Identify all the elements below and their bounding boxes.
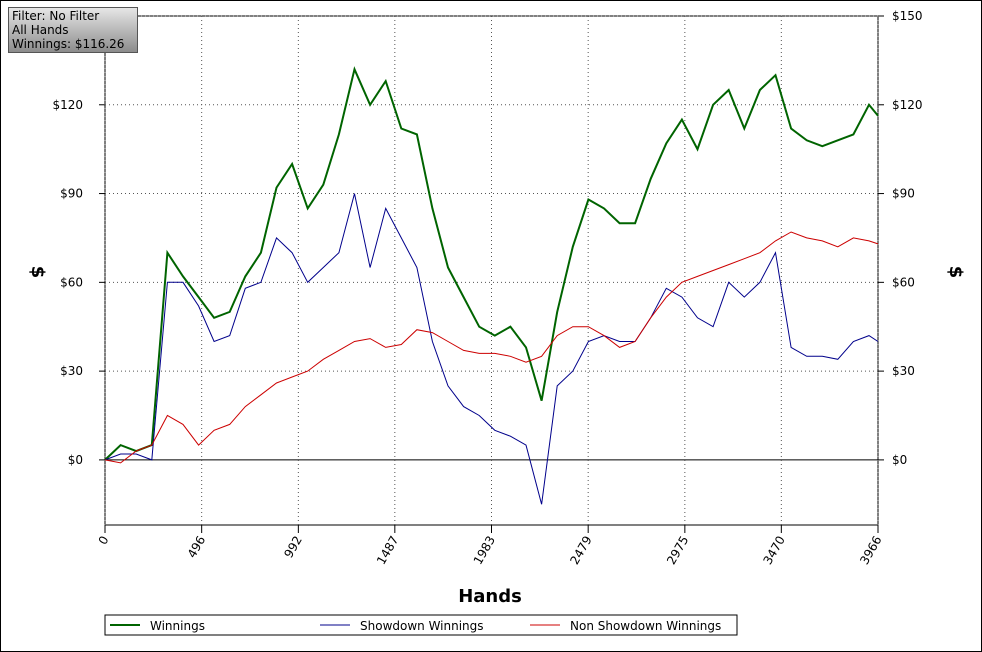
y-tick-label: $60 (60, 275, 83, 289)
y-tick-label: $30 (60, 364, 83, 378)
y2-tick-label: $150 (892, 9, 923, 23)
legend-label: Non Showdown Winnings (570, 619, 721, 633)
y-tick-label: $90 (60, 187, 83, 201)
y-axis-label: $ (27, 266, 48, 279)
y2-axis-label: $ (945, 266, 966, 279)
x-axis-label: Hands (458, 586, 522, 607)
series-line (104, 66, 879, 461)
info-line: All Hands (12, 23, 69, 37)
y2-tick-label: $30 (892, 364, 915, 378)
y-tick-label: $0 (68, 453, 83, 467)
series-line (104, 231, 879, 464)
legend (104, 614, 738, 636)
legend-label: Winnings (150, 619, 205, 633)
y2-tick-label: $120 (892, 98, 923, 112)
legend-label: Showdown Winnings (360, 619, 484, 633)
info-line: Filter: No Filter (12, 9, 100, 23)
series-line (104, 193, 879, 505)
y2-tick-label: $0 (892, 453, 907, 467)
info-box: Filter: No Filter All Hands Winnings: $1… (8, 7, 138, 53)
y-tick-label: $120 (52, 98, 83, 112)
y2-tick-label: $90 (892, 187, 915, 201)
y2-tick-label: $60 (892, 275, 915, 289)
info-line: Winnings: $116.26 (12, 37, 125, 51)
